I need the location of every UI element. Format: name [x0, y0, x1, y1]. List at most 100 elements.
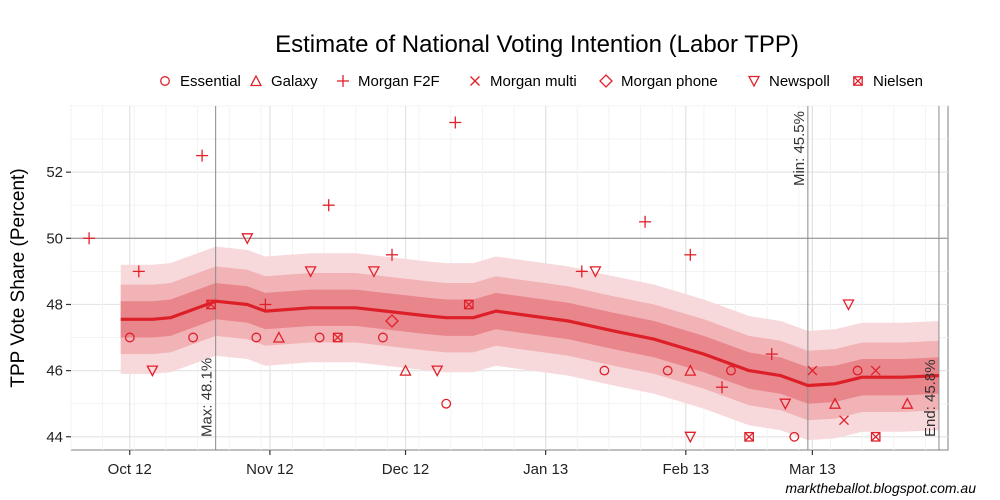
data-point — [463, 299, 474, 310]
triangle-up-marker — [901, 397, 914, 409]
triangle-down-marker — [431, 365, 444, 377]
series-essential — [124, 332, 863, 442]
box — [463, 299, 474, 310]
circle-marker — [314, 332, 325, 343]
annotations: Max: 48.1% Min: 45.5% End: 45.8% — [199, 111, 939, 437]
triangle-up-marker — [828, 397, 842, 409]
legend-label: Morgan multi — [490, 73, 577, 90]
triangle-down-marker — [304, 266, 317, 278]
legend-label: Nielsen — [873, 73, 923, 90]
y-tick-label: 48 — [46, 296, 63, 313]
legend-label: Essential — [180, 73, 241, 90]
reference-lines — [71, 106, 948, 450]
triangle-up-marker — [272, 331, 285, 343]
data-point — [744, 431, 754, 442]
x-tick-label: Dec 12 — [382, 461, 430, 478]
data-point — [726, 365, 736, 376]
triangle-up-marker — [399, 364, 412, 376]
y-tick-label: 52 — [46, 164, 63, 181]
circle-marker — [160, 76, 170, 86]
data-point — [807, 365, 818, 376]
x-tick-label: Jan 13 — [523, 461, 568, 478]
data-point — [188, 332, 199, 343]
box-x-b — [871, 432, 881, 442]
circle-marker — [789, 431, 800, 442]
box — [744, 431, 754, 442]
annotation-label: Max: 48.1% — [199, 358, 216, 437]
data-point — [839, 415, 849, 426]
data-point — [765, 348, 778, 361]
chart-title: Estimate of National Voting Intention (L… — [275, 31, 799, 58]
triangle-down-marker — [589, 266, 602, 278]
series-galaxy — [272, 331, 914, 409]
legend-label: Galaxy — [271, 73, 318, 90]
data-point — [385, 314, 399, 328]
data-point — [251, 332, 262, 343]
box — [332, 332, 343, 343]
legend-marker — [160, 76, 170, 86]
data-point — [386, 248, 398, 261]
trend-line-path — [120, 299, 940, 388]
series-nielsen — [206, 299, 881, 442]
legend-marker — [747, 75, 761, 88]
data-point — [146, 365, 159, 377]
circle-marker — [441, 398, 452, 409]
circle-marker — [377, 332, 388, 343]
box-x-b — [744, 432, 754, 442]
legend-marker — [337, 75, 349, 87]
data-point — [304, 266, 317, 278]
data-point — [779, 398, 792, 411]
data-point — [684, 431, 697, 444]
y-tick-label: 46 — [46, 363, 63, 380]
legend-marker — [249, 74, 263, 87]
data-point — [449, 116, 462, 129]
data-point — [789, 431, 800, 442]
legend-label: Newspoll — [769, 73, 830, 90]
triangle-down-marker — [146, 365, 159, 377]
data-point — [196, 149, 209, 162]
triangle-down-marker — [779, 398, 792, 411]
data-point — [322, 199, 335, 212]
triangle-up-marker — [249, 74, 263, 87]
circle-marker — [726, 365, 736, 376]
data-point — [206, 299, 216, 310]
data-point — [272, 331, 285, 343]
data-point — [716, 381, 728, 394]
circle-marker — [251, 332, 262, 343]
diamond-marker — [385, 314, 399, 328]
legend-marker — [599, 74, 613, 88]
data-point — [367, 266, 380, 278]
triangle-up-marker — [684, 364, 697, 376]
data-point — [639, 215, 652, 228]
circle-marker — [662, 365, 673, 376]
box-x-b — [206, 299, 216, 310]
data-point — [599, 365, 610, 376]
data-point — [377, 332, 388, 343]
triangle-down-marker — [684, 431, 697, 444]
data-point — [684, 364, 697, 376]
y-tick-label: 50 — [46, 230, 63, 247]
data-point — [399, 364, 412, 376]
triangle-down-marker — [241, 233, 254, 245]
box — [870, 431, 881, 442]
circle-marker — [599, 365, 610, 376]
data-point — [828, 397, 842, 409]
legend-label: Morgan phone — [621, 73, 718, 90]
data-point — [901, 397, 914, 409]
x-tick-label: Mar 13 — [789, 461, 836, 478]
legend-marker — [470, 76, 480, 86]
legend-item-newspoll: Newspoll — [747, 73, 830, 90]
data-point — [259, 298, 272, 311]
circle-marker — [124, 332, 135, 343]
legend-item-essential: Essential — [160, 73, 241, 90]
legend-item-galaxy: Galaxy — [249, 73, 318, 90]
data-point — [124, 332, 135, 343]
data-point — [332, 332, 343, 343]
annotation-label: End: 45.8% — [922, 359, 939, 437]
circle-marker — [188, 332, 199, 343]
series-morgan-multi — [807, 365, 881, 426]
data-point — [132, 265, 145, 278]
legend-item-morgan-f2f: Morgan F2F — [337, 73, 440, 90]
x-tick-label: Feb 13 — [662, 461, 709, 478]
